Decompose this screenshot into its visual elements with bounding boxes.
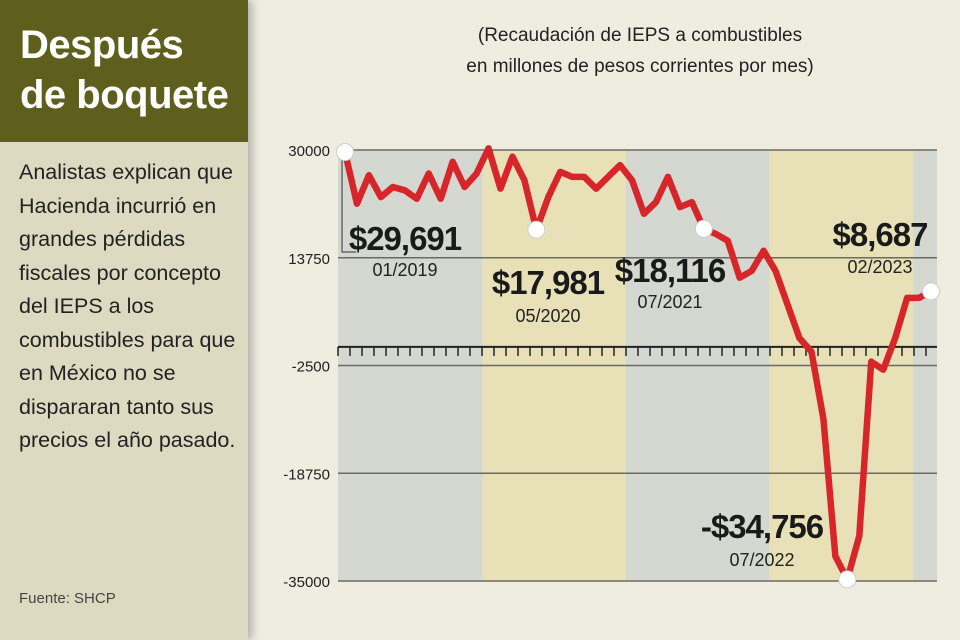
data-point (631, 179, 633, 181)
data-point (798, 337, 800, 339)
y-tick-label: -18750 (283, 466, 330, 483)
chart-subtitle: (Recaudación de IEPS a combustibles en m… (340, 20, 940, 82)
data-point (404, 189, 406, 191)
data-point (906, 297, 908, 299)
annotation-value: $18,116 (615, 252, 726, 289)
data-point (416, 198, 418, 200)
data-point (511, 156, 513, 158)
data-point (679, 206, 681, 208)
annotation-value: -$34,756 (701, 508, 824, 545)
annotation-date: 01/2019 (372, 260, 437, 280)
data-point (476, 173, 478, 175)
annotation-bracket (341, 152, 356, 253)
data-point (858, 535, 860, 537)
data-point (775, 270, 777, 272)
data-point (882, 369, 884, 371)
y-tick-label: -2500 (292, 359, 330, 376)
data-point (870, 361, 872, 363)
data-point (727, 240, 729, 242)
data-point (368, 174, 370, 176)
data-point (655, 201, 657, 203)
highlight-marker (527, 220, 546, 239)
data-point (583, 176, 585, 178)
data-point (547, 196, 549, 198)
annotation-date: 07/2021 (637, 292, 702, 312)
data-point (607, 176, 609, 178)
headline-line-1: Después (20, 23, 184, 67)
data-point (894, 337, 896, 339)
data-point (834, 555, 836, 557)
data-point (499, 188, 501, 190)
data-point (452, 161, 454, 163)
annotation-date: 05/2020 (515, 306, 580, 326)
highlight-marker (694, 219, 713, 238)
annotation-date: 02/2023 (847, 257, 912, 277)
y-tick-label: 13750 (288, 251, 330, 268)
data-point (440, 198, 442, 200)
data-point (619, 164, 621, 166)
data-point (810, 351, 812, 353)
annotation-date: 07/2022 (729, 550, 794, 570)
sidebar-panel: Después de boquete Analistas explican qu… (0, 0, 248, 640)
highlight-marker (336, 143, 354, 162)
annotation-value: $29,691 (349, 220, 462, 257)
data-point (667, 176, 669, 178)
y-tick-label: 30000 (288, 143, 330, 160)
annotation-value: $17,981 (492, 264, 605, 301)
data-point (751, 270, 753, 272)
y-tick-label: -35000 (283, 574, 330, 591)
data-point (595, 188, 597, 190)
headline: Después de boquete (0, 0, 248, 142)
data-point (428, 173, 430, 175)
data-point (356, 203, 358, 205)
data-point (464, 186, 466, 188)
data-point (488, 147, 490, 149)
series-line (341, 145, 933, 583)
data-point (822, 418, 824, 420)
highlight-marker (838, 570, 857, 589)
data-point (691, 201, 693, 203)
data-point (787, 303, 789, 305)
data-point (739, 277, 741, 279)
data-point (918, 297, 920, 299)
body-text: Analistas explican que Hacienda incurrió… (19, 160, 236, 452)
data-point (715, 233, 717, 235)
data-point (643, 213, 645, 215)
highlight-marker (922, 282, 941, 301)
data-point (559, 171, 561, 173)
annotation-value: $8,687 (833, 216, 928, 253)
data-point (571, 176, 573, 178)
headline-line-2: de boquete (20, 73, 229, 117)
data-point (763, 250, 765, 252)
data-point (380, 196, 382, 198)
data-point (392, 186, 394, 188)
data-point (523, 179, 525, 181)
source-note: Fuente: SHCP (19, 590, 116, 607)
subtitle-line-2: en millones de pesos corrientes por mes) (466, 56, 814, 77)
subtitle-line-1: (Recaudación de IEPS a combustibles (477, 25, 803, 46)
